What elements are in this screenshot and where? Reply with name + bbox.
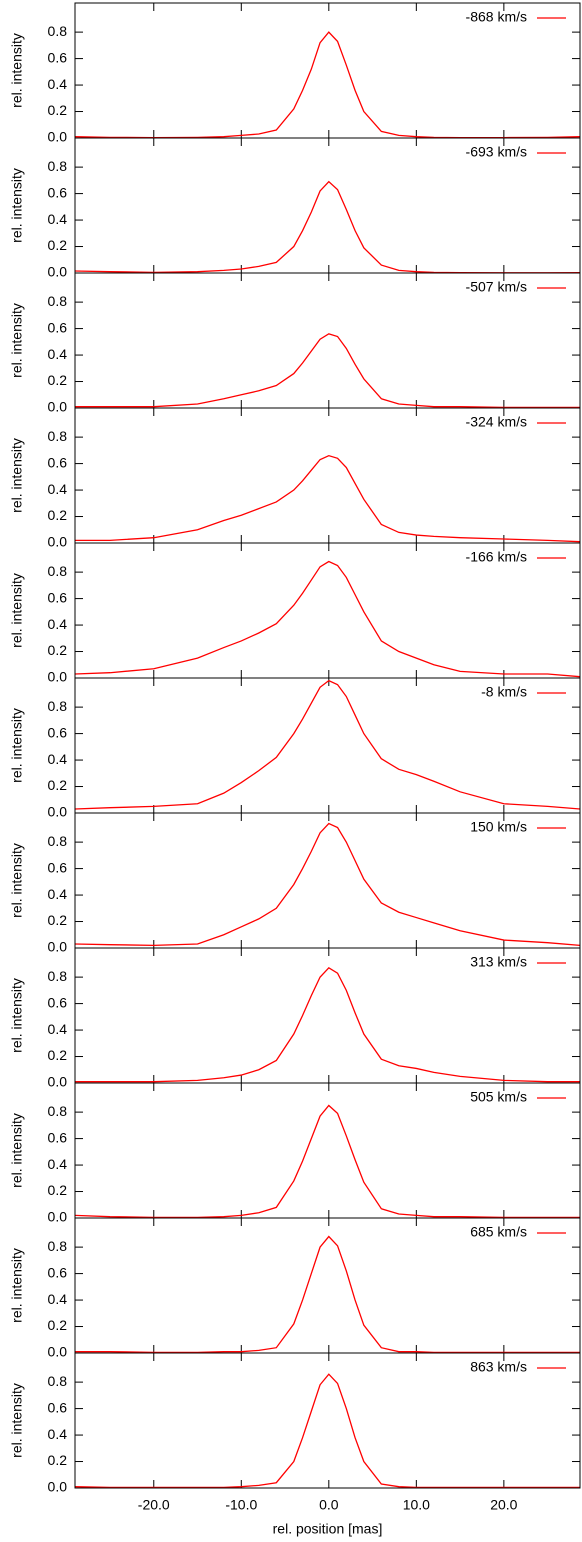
y-tick-label: 0.6 (48, 724, 68, 740)
x-tick-label: 10.0 (403, 1497, 430, 1513)
y-tick-label: 0.8 (48, 293, 68, 309)
y-tick-label: 0.2 (48, 1182, 68, 1198)
legend-label: 150 km/s (470, 819, 527, 835)
x-tick-label: 0.0 (319, 1497, 339, 1513)
legend-label: -507 km/s (466, 279, 527, 295)
y-tick-label: 0.8 (48, 1103, 68, 1119)
y-tick-label: 0.0 (48, 1479, 68, 1495)
legend-label: -868 km/s (466, 9, 527, 25)
y-tick-label: 0.6 (48, 454, 68, 470)
legend-label: -324 km/s (466, 414, 527, 430)
y-tick-label: 0.2 (48, 1047, 68, 1063)
y-tick-label: 0.0 (48, 534, 68, 550)
y-tick-label: 0.0 (48, 1074, 68, 1090)
y-axis-label: rel. intensity (9, 303, 25, 378)
y-tick-label: 0.2 (48, 372, 68, 388)
y-tick-label: 0.4 (48, 886, 68, 902)
legend-label: 685 km/s (470, 1224, 527, 1240)
data-line (74, 31, 581, 139)
y-tick-label: 0.0 (48, 264, 68, 280)
y-tick-label: 0.0 (48, 129, 68, 145)
y-tick-label: 0.6 (48, 589, 68, 605)
y-tick-label: 0.6 (48, 319, 68, 335)
y-axis-label: rel. intensity (9, 573, 25, 648)
legend-label: 505 km/s (470, 1089, 527, 1105)
data-line (75, 967, 580, 1083)
x-axis-label: rel. position [mas] (273, 1521, 383, 1537)
x-tick-label: -10.0 (225, 1497, 257, 1513)
y-tick-label: 0.6 (48, 1264, 68, 1280)
y-tick-label: 0.6 (48, 1399, 68, 1415)
y-tick-label: 0.2 (48, 507, 68, 523)
y-tick-label: 0.2 (48, 642, 68, 658)
y-tick-label: 0.2 (48, 1317, 68, 1333)
y-tick-label: 0.8 (48, 698, 68, 714)
plot-frame (74, 1352, 581, 1489)
data-line (74, 1104, 580, 1218)
y-axis-label: rel. intensity (9, 168, 25, 243)
y-tick-label: 0.4 (48, 346, 68, 362)
y-tick-label: 0.2 (48, 1452, 68, 1468)
y-tick-label: 0.6 (48, 1129, 68, 1145)
y-tick-label: 0.6 (48, 859, 68, 875)
legend-label: -8 km/s (481, 684, 527, 700)
y-axis-label: rel. intensity (9, 1113, 25, 1188)
x-tick-label: 20.0 (490, 1497, 517, 1513)
y-tick-label: 0.0 (48, 804, 68, 820)
legend-label: 863 km/s (470, 1359, 527, 1375)
y-tick-label: 0.2 (48, 912, 68, 928)
y-tick-label: 0.6 (48, 49, 68, 65)
data-line (75, 333, 580, 408)
y-tick-label: 0.8 (48, 1373, 68, 1389)
y-tick-label: 0.8 (48, 563, 68, 579)
y-tick-label: 0.4 (48, 211, 68, 227)
y-tick-label: 0.0 (48, 399, 68, 415)
y-axis-label: rel. intensity (9, 843, 25, 918)
data-line (74, 560, 581, 678)
y-tick-label: 0.6 (48, 184, 68, 200)
y-tick-label: 0.8 (48, 428, 68, 444)
data-line (74, 1373, 580, 1488)
y-axis-label: rel. intensity (9, 978, 25, 1053)
y-tick-label: 0.8 (48, 1238, 68, 1254)
data-line (75, 1235, 580, 1353)
y-tick-label: 0.0 (48, 1209, 68, 1225)
y-tick-label: 0.0 (48, 1344, 68, 1360)
x-tick-label: -20.0 (138, 1497, 170, 1513)
data-line (74, 679, 581, 810)
y-tick-label: 0.8 (48, 968, 68, 984)
y-tick-label: 0.2 (48, 102, 68, 118)
y-axis-label: rel. intensity (9, 708, 25, 783)
y-tick-label: 0.0 (48, 669, 68, 685)
y-tick-label: 0.6 (48, 994, 68, 1010)
y-axis-label: rel. intensity (9, 1248, 25, 1323)
y-tick-label: 0.8 (48, 833, 68, 849)
y-tick-label: 0.2 (48, 777, 68, 793)
y-axis-label: rel. intensity (9, 33, 25, 108)
y-tick-label: 0.4 (48, 1021, 68, 1037)
legend-label: 313 km/s (470, 954, 527, 970)
data-line (75, 454, 581, 543)
y-tick-label: 0.8 (48, 23, 68, 39)
y-tick-label: 0.4 (48, 751, 68, 767)
y-tick-label: 0.4 (48, 1426, 68, 1442)
y-axis-label: rel. intensity (9, 438, 25, 513)
y-tick-label: 0.4 (48, 76, 68, 92)
y-tick-label: 0.4 (48, 481, 68, 497)
legend-label: -693 km/s (466, 144, 527, 160)
data-line (74, 180, 581, 274)
y-tick-label: 0.0 (48, 939, 68, 955)
y-tick-label: 0.8 (48, 158, 68, 174)
y-tick-label: 0.4 (48, 1291, 68, 1307)
y-tick-label: 0.4 (48, 616, 68, 632)
y-tick-label: 0.2 (48, 237, 68, 253)
legend-label: -166 km/s (466, 549, 527, 565)
data-line (74, 822, 581, 947)
y-axis-label: rel. intensity (9, 1383, 25, 1458)
y-tick-label: 0.4 (48, 1156, 68, 1172)
